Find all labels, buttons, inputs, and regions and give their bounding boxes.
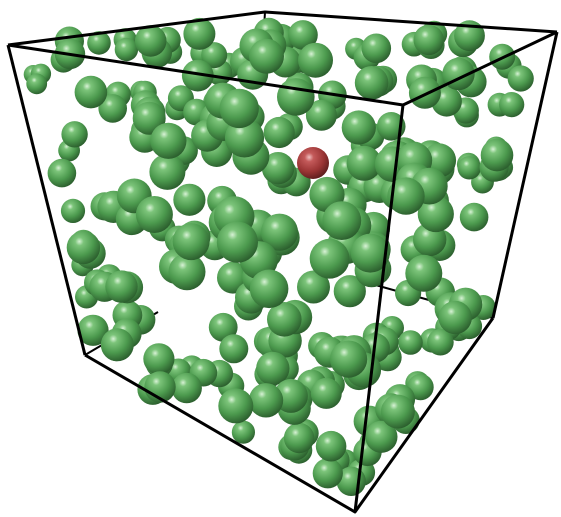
sphere [47, 158, 77, 188]
sphere [457, 156, 481, 180]
sphere [405, 254, 443, 292]
sphere [283, 422, 315, 454]
sphere [312, 458, 343, 489]
sphere [77, 314, 109, 346]
sphere [427, 328, 454, 356]
cube-edge [84, 317, 495, 514]
sphere [172, 223, 210, 261]
sphere [380, 394, 415, 429]
sphere [105, 270, 138, 303]
sphere [26, 73, 48, 95]
sphere [305, 99, 337, 131]
sphere [219, 334, 249, 364]
sphere [114, 37, 139, 62]
sphere [263, 116, 295, 149]
sphere [87, 31, 111, 55]
sphere [365, 420, 398, 453]
sphere [231, 420, 255, 444]
sphere [201, 42, 228, 69]
sphere [333, 275, 366, 308]
sphere [315, 430, 347, 462]
sphere [288, 20, 318, 50]
cube-edge [491, 31, 559, 319]
sphere [183, 17, 216, 50]
sphere [61, 121, 88, 148]
cube-front-edges [6, 10, 559, 514]
sphere [149, 153, 186, 190]
sphere [261, 152, 295, 185]
sphere [248, 383, 284, 418]
sphere [150, 122, 187, 159]
sphere [208, 312, 238, 342]
sphere [135, 196, 173, 233]
sphere [171, 372, 202, 404]
sphere [297, 270, 330, 304]
sphere [298, 42, 333, 78]
cube-edge [7, 10, 558, 47]
sphere [181, 59, 214, 92]
cube-edge [353, 104, 405, 513]
sphere [413, 24, 444, 56]
sphere [398, 330, 423, 355]
sphere [98, 94, 127, 123]
sphere [168, 253, 206, 291]
sphere [60, 198, 86, 223]
sphere [507, 65, 534, 92]
sphere [66, 230, 101, 265]
sphere [499, 92, 525, 118]
sphere [346, 145, 382, 181]
sphere [297, 147, 329, 179]
sphere [173, 183, 206, 216]
sphere [219, 88, 259, 129]
sphere [218, 388, 254, 424]
sphere [341, 110, 376, 145]
sphere [417, 195, 454, 233]
sphere [216, 221, 258, 263]
sphere [408, 76, 441, 109]
sphere [350, 233, 390, 273]
sphere [387, 177, 425, 215]
sphere [322, 201, 362, 241]
sphere [134, 25, 167, 57]
sphere [277, 78, 315, 116]
sphere [480, 138, 514, 172]
sphere [74, 75, 108, 109]
sphere [361, 33, 392, 64]
cube-edge [6, 44, 87, 356]
sphere [143, 343, 175, 375]
sphere [100, 328, 134, 362]
sphere [310, 377, 342, 409]
sphere [354, 66, 389, 100]
sphere [309, 238, 350, 279]
sphere [224, 118, 265, 158]
sphere [260, 213, 299, 251]
sphere [256, 351, 290, 386]
sphere [267, 302, 302, 337]
sphere [249, 38, 284, 74]
spheres [23, 17, 534, 496]
sphere [438, 300, 472, 335]
sphere [249, 269, 289, 309]
sphere [459, 202, 489, 232]
sphere [330, 340, 368, 378]
